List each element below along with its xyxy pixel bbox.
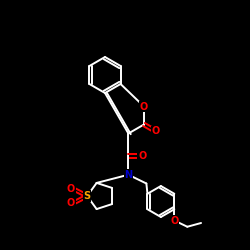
Text: N: N: [124, 170, 132, 180]
Text: O: O: [138, 151, 146, 161]
Text: O: O: [140, 102, 148, 112]
Text: O: O: [67, 198, 75, 208]
Text: O: O: [67, 184, 75, 194]
Text: O: O: [152, 126, 160, 136]
Text: O: O: [170, 216, 178, 226]
Text: S: S: [84, 191, 91, 201]
